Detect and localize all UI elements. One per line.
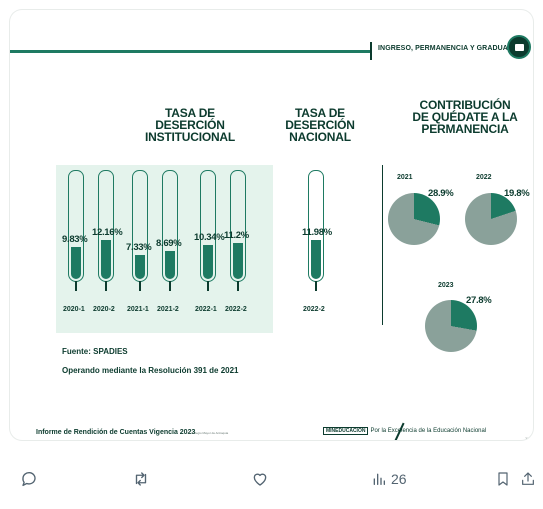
institutional-2022-2-value: 11.2% bbox=[224, 230, 249, 241]
pie-2021-label: 2021 bbox=[397, 174, 413, 181]
views-count: 26 bbox=[391, 471, 407, 487]
pie-2023-label: 2023 bbox=[438, 282, 454, 289]
institutional-2022-2-period: 2022-2 bbox=[225, 306, 247, 313]
institutional-2020-2-tube bbox=[98, 170, 114, 291]
institutional-2021-2-value: 8.69% bbox=[156, 238, 182, 249]
institutional-2021-1-fill bbox=[135, 255, 145, 279]
institutional-2022-1-value: 10.34% bbox=[194, 232, 225, 243]
pie-2023 bbox=[425, 300, 477, 352]
institutional-2022-2-tube bbox=[230, 170, 246, 291]
footer-title: Informe de Rendición de Cuentas Vigencia… bbox=[36, 429, 196, 436]
pie-2023-value: 27.8% bbox=[466, 295, 492, 306]
institutional-2020-1-tube bbox=[68, 170, 84, 291]
views-button[interactable]: 26 bbox=[371, 468, 407, 490]
pie-2021 bbox=[388, 193, 440, 245]
mineducacion-logo-text: MINEDUCACIÓN bbox=[323, 427, 369, 435]
institutional-2020-1-period: 2020-1 bbox=[63, 306, 85, 313]
pie-2022-label: 2022 bbox=[476, 174, 492, 181]
section-divider bbox=[382, 165, 383, 325]
institutional-2020-1-value: 9.83% bbox=[62, 234, 88, 245]
header-rule bbox=[10, 50, 370, 53]
source-note: Fuente: SPADIES bbox=[62, 347, 128, 356]
national-2022-2-fill bbox=[311, 240, 321, 279]
page-number: 17 bbox=[525, 436, 530, 440]
national-2022-2-value: 11.98% bbox=[302, 227, 332, 238]
share-button[interactable] bbox=[520, 468, 536, 490]
title-national: TASA DE DESERCIÓN NACIONAL bbox=[285, 106, 355, 144]
institutional-2020-2-period: 2020-2 bbox=[93, 306, 115, 313]
header-rule-divider bbox=[370, 42, 372, 60]
pie-2022 bbox=[465, 193, 517, 245]
institutional-2020-2-value: 12.16% bbox=[92, 227, 123, 238]
share-icon bbox=[520, 470, 536, 488]
reply-button[interactable] bbox=[20, 468, 38, 490]
pie-2022-value: 19.8% bbox=[504, 188, 530, 199]
institutional-2021-2-tube bbox=[162, 170, 178, 291]
mineducacion-logo: MINEDUCACIÓN Por la Excelencia de la Educ… bbox=[323, 427, 487, 435]
institutional-2022-2-fill bbox=[233, 243, 243, 279]
bookmark-button[interactable] bbox=[495, 468, 511, 490]
institutional-2020-1-fill bbox=[71, 247, 81, 279]
slide-header: INGRESO, PERMANENCIA Y GRADUACIÓN bbox=[378, 45, 526, 52]
bookmark-icon bbox=[495, 470, 511, 488]
reply-icon bbox=[20, 470, 38, 488]
footer-institution: I.U. Colegio Mayor de Antioquia bbox=[186, 431, 229, 435]
mineducacion-tagline: Por la Excelencia de la Educación Nacion… bbox=[370, 428, 487, 434]
national-2022-2-period: 2022-2 bbox=[303, 306, 325, 313]
repost-button[interactable] bbox=[131, 468, 151, 490]
institutional-2021-2-period: 2021-2 bbox=[157, 306, 179, 313]
repost-icon bbox=[131, 470, 151, 488]
like-button[interactable] bbox=[251, 468, 269, 490]
pie-2021-value: 28.9% bbox=[428, 188, 454, 199]
like-icon bbox=[251, 470, 269, 488]
resolution-note: Operando mediante la Resolución 391 de 2… bbox=[62, 366, 239, 375]
institutional-2021-1-tube bbox=[132, 170, 148, 291]
institutional-2021-1-period: 2021-1 bbox=[127, 306, 149, 313]
national-2022-2-tube bbox=[308, 170, 324, 291]
institutional-2022-1-fill bbox=[203, 245, 213, 279]
institutional-2021-2-fill bbox=[165, 251, 175, 279]
views-icon bbox=[371, 470, 387, 488]
post-action-bar: 26 bbox=[0, 460, 543, 500]
title-institutional: TASA DE DESERCIÓN INSTITUCIONAL bbox=[144, 106, 236, 144]
institutional-2020-2-fill bbox=[101, 240, 111, 279]
graduation-cap-icon bbox=[507, 35, 531, 59]
institutional-2022-1-period: 2022-1 bbox=[195, 306, 217, 313]
institutional-2022-1-tube bbox=[200, 170, 216, 291]
institutional-2021-1-value: 7.33% bbox=[126, 242, 152, 253]
post-image-slide[interactable]: INGRESO, PERMANENCIA Y GRADUACIÓN TASA D… bbox=[10, 10, 533, 440]
title-contribution: CONTRIBUCIÓN DE QUÉDATE A LA PERMANENCIA bbox=[412, 98, 518, 136]
